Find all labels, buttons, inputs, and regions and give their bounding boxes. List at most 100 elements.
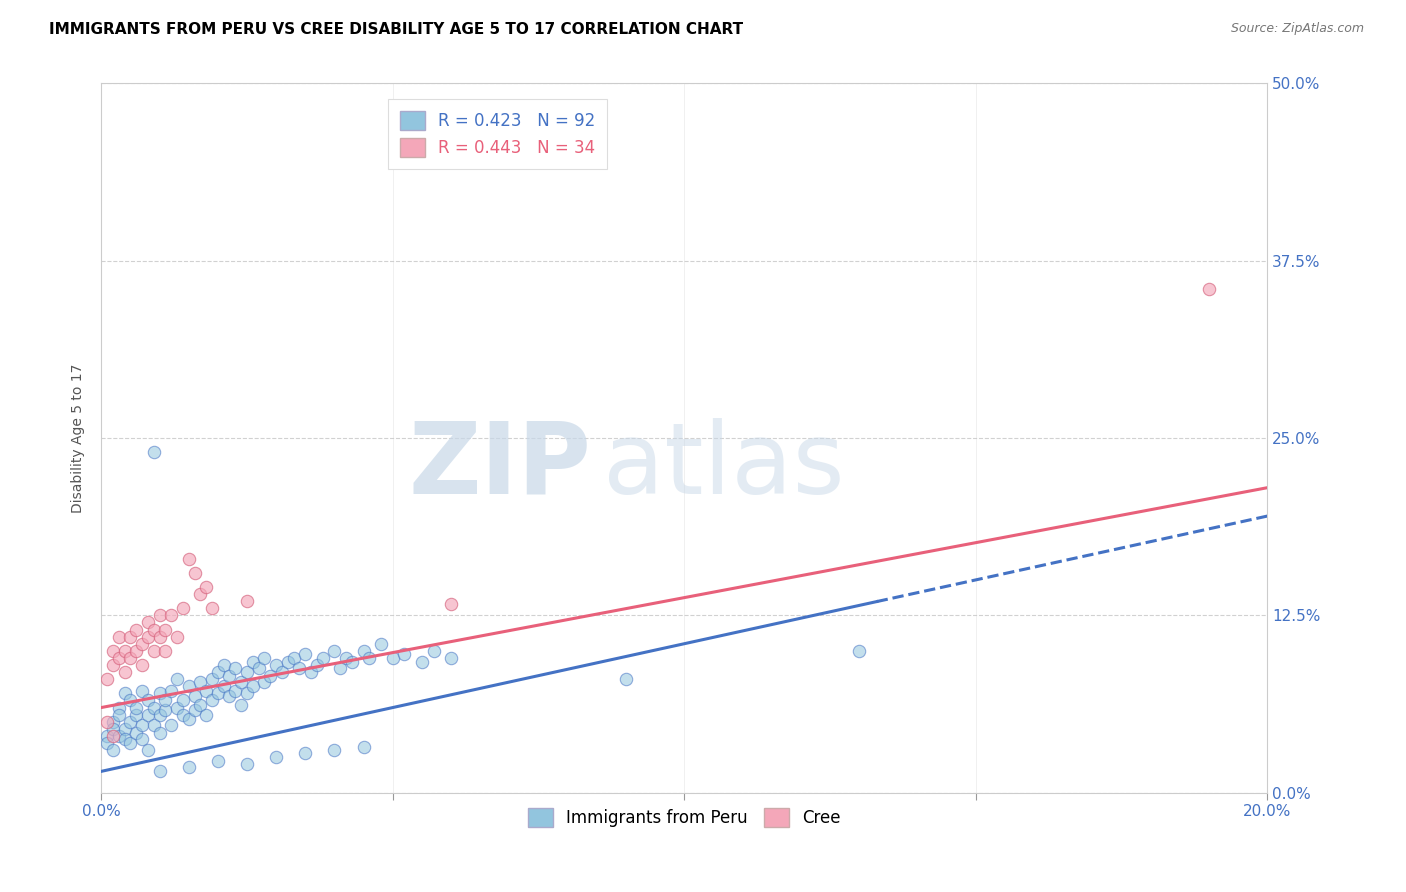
Point <box>114 644 136 658</box>
Point <box>294 746 316 760</box>
Point <box>172 601 194 615</box>
Point <box>329 661 352 675</box>
Point <box>236 594 259 608</box>
Point <box>231 675 253 690</box>
Point <box>370 637 392 651</box>
Point <box>264 750 287 764</box>
Point <box>114 731 136 746</box>
Point <box>142 717 165 731</box>
Point <box>207 686 229 700</box>
Text: IMMIGRANTS FROM PERU VS CREE DISABILITY AGE 5 TO 17 CORRELATION CHART: IMMIGRANTS FROM PERU VS CREE DISABILITY … <box>49 22 744 37</box>
Point <box>422 644 444 658</box>
Point <box>212 658 235 673</box>
Point <box>120 736 142 750</box>
Point <box>323 644 346 658</box>
Point <box>312 651 335 665</box>
Point <box>160 608 183 623</box>
Point <box>224 683 246 698</box>
Point <box>125 700 148 714</box>
Point <box>160 683 183 698</box>
Point <box>131 683 153 698</box>
Legend: Immigrants from Peru, Cree: Immigrants from Peru, Cree <box>520 801 848 834</box>
Point <box>107 630 129 644</box>
Point <box>125 707 148 722</box>
Point <box>101 722 124 736</box>
Point <box>177 712 200 726</box>
Point <box>259 669 281 683</box>
Point <box>299 665 322 679</box>
Point <box>177 679 200 693</box>
Point <box>166 630 188 644</box>
Point <box>166 672 188 686</box>
Y-axis label: Disability Age 5 to 17: Disability Age 5 to 17 <box>72 363 86 513</box>
Point <box>253 675 276 690</box>
Point <box>353 644 375 658</box>
Point <box>283 651 305 665</box>
Point <box>340 655 363 669</box>
Point <box>236 757 259 772</box>
Point <box>183 689 205 703</box>
Point <box>195 683 218 698</box>
Point <box>148 686 170 700</box>
Point <box>277 655 299 669</box>
Point <box>212 679 235 693</box>
Point <box>353 740 375 755</box>
Text: atlas: atlas <box>603 418 844 515</box>
Point <box>136 743 159 757</box>
Point <box>96 672 118 686</box>
Point <box>125 644 148 658</box>
Point <box>201 672 224 686</box>
Point <box>294 647 316 661</box>
Point <box>101 658 124 673</box>
Point <box>101 714 124 729</box>
Point <box>172 693 194 707</box>
Point <box>201 693 224 707</box>
Point <box>155 693 177 707</box>
Point <box>107 700 129 714</box>
Point <box>131 731 153 746</box>
Point <box>148 608 170 623</box>
Point <box>218 669 240 683</box>
Point <box>114 665 136 679</box>
Point <box>101 743 124 757</box>
Point <box>188 675 211 690</box>
Point <box>131 717 153 731</box>
Point <box>188 698 211 712</box>
Point <box>155 644 177 658</box>
Point <box>218 689 240 703</box>
Point <box>120 651 142 665</box>
Point <box>264 658 287 673</box>
Point <box>207 665 229 679</box>
Point <box>107 729 129 743</box>
Point <box>335 651 357 665</box>
Point <box>195 580 218 594</box>
Point <box>148 630 170 644</box>
Point <box>177 760 200 774</box>
Point <box>148 726 170 740</box>
Point <box>231 698 253 712</box>
Point <box>242 679 264 693</box>
Point <box>288 661 311 675</box>
Point <box>271 665 294 679</box>
Point <box>1198 282 1220 296</box>
Point <box>155 703 177 717</box>
Point <box>96 729 118 743</box>
Point <box>136 615 159 630</box>
Point <box>183 566 205 580</box>
Point <box>142 445 165 459</box>
Point <box>177 551 200 566</box>
Text: Source: ZipAtlas.com: Source: ZipAtlas.com <box>1230 22 1364 36</box>
Text: ZIP: ZIP <box>408 418 591 515</box>
Point <box>195 707 218 722</box>
Point <box>305 658 328 673</box>
Point <box>242 655 264 669</box>
Point <box>394 647 416 661</box>
Point <box>236 665 259 679</box>
Point <box>253 651 276 665</box>
Point <box>207 755 229 769</box>
Point <box>166 700 188 714</box>
Point <box>107 651 129 665</box>
Point <box>183 703 205 717</box>
Point <box>323 743 346 757</box>
Point <box>136 707 159 722</box>
